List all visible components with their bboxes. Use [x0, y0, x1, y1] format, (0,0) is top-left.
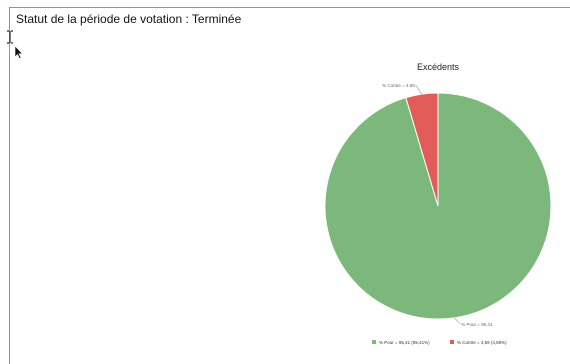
slice-label-connector — [454, 317, 461, 325]
voting-status-text: Statut de la période de votation : Termi… — [16, 12, 242, 26]
slice-label-connector — [415, 85, 423, 95]
legend-item[interactable]: % Contre = 4,59 (4,59%) — [457, 340, 507, 345]
excedents-pie-chart: Excédents % Pour = 95.41% Contre = 4.59 … — [310, 56, 570, 356]
slice-data-label: % Contre = 4.59 — [382, 83, 415, 88]
chart-title: Excédents — [417, 62, 460, 72]
slice-data-label: % Pour = 95.41 — [461, 322, 493, 327]
legend-item[interactable]: % Pour = 95,41 (95,41%) — [379, 340, 430, 345]
legend-swatch — [450, 340, 454, 344]
legend-swatch — [372, 340, 376, 344]
text-cursor-icon — [7, 30, 13, 44]
content-frame — [9, 7, 570, 364]
pie-slice-contre — [405, 92, 439, 207]
pie-chart-svg: Excédents % Pour = 95.41% Contre = 4.59 … — [324, 62, 552, 345]
mouse-pointer-icon — [14, 45, 24, 59]
